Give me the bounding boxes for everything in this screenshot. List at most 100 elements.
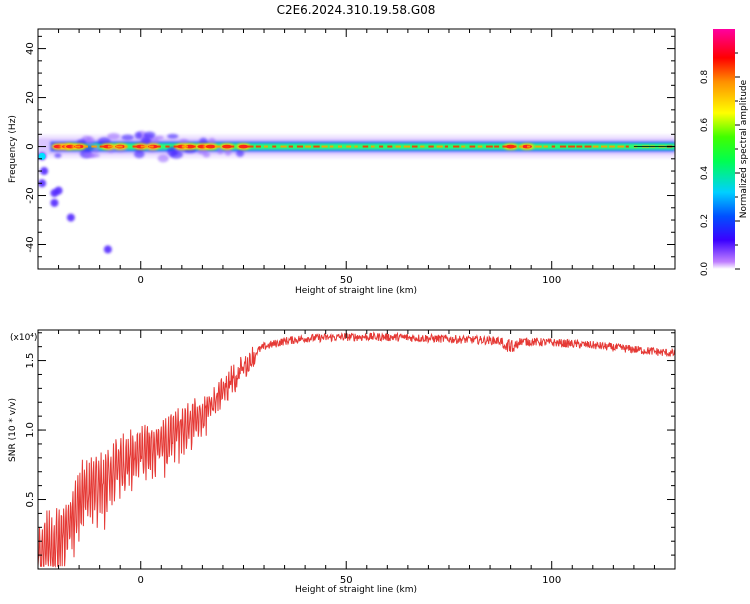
ridge-core: [272, 145, 277, 148]
ridge-core: [190, 145, 196, 148]
y-tick-label: -40: [25, 236, 36, 252]
ridge-fringe: [143, 131, 156, 139]
ridge-core: [436, 145, 443, 148]
x-tick-label: 50: [340, 275, 353, 286]
ridge-core: [354, 145, 358, 148]
snr-frame: [37, 329, 676, 570]
x-tick-label: 100: [542, 575, 561, 586]
spectrogram-x-axis-label: Height of straight line (km): [295, 286, 417, 296]
ridge-core: [107, 145, 114, 148]
ridge-core: [387, 145, 393, 148]
cluster-blob: [50, 198, 59, 207]
x-tick-label: 100: [542, 275, 561, 286]
colorbar-tick-label: 0.6: [700, 118, 710, 133]
ridge-core: [592, 145, 599, 148]
ridge-core: [543, 145, 548, 148]
ridge-core: [428, 145, 434, 148]
ridge-core: [601, 145, 608, 148]
ridge-core: [420, 145, 425, 148]
ridge-core: [584, 145, 592, 148]
ridge-fringe: [134, 131, 143, 139]
colorbar-label: Normalized spectral amplitude: [739, 79, 749, 218]
ridge-core: [379, 145, 384, 148]
ridge-core: [148, 145, 154, 148]
ridge-core: [494, 145, 500, 148]
ridge-core: [362, 145, 369, 148]
spectrogram-content: [38, 130, 681, 254]
colorbar-tick-label: 0.0: [700, 262, 710, 277]
ridge-fringe: [155, 135, 164, 140]
ridge-core: [255, 145, 261, 148]
ridge-core: [116, 145, 123, 148]
ridge-core: [617, 145, 625, 148]
ridge-fringe: [85, 136, 95, 146]
x-tick-label: 0: [138, 275, 144, 286]
spectrogram-y-axis-label: Frequency (Hz): [8, 115, 18, 183]
cluster-cyan-dot: [38, 152, 46, 160]
y-tick-label: 40: [25, 42, 36, 55]
colorbar-tick-label: 0.2: [700, 214, 710, 228]
cluster-blob: [66, 213, 75, 222]
ridge-core: [206, 145, 212, 148]
x-tick-label: 0: [138, 575, 144, 586]
ridge-core: [568, 145, 576, 148]
snr-series-line: [38, 331, 675, 568]
ridge-core: [346, 145, 352, 148]
ridge-core: [181, 145, 188, 148]
colorbar: 0.0 0.2 0.4 0.6 0.8 Normalized spectral ampl…: [700, 29, 749, 276]
ridge-core: [675, 146, 681, 148]
ridge-core: [502, 145, 508, 148]
ridge-core: [157, 145, 161, 148]
ridge-fringe: [169, 150, 183, 159]
ridge-core: [535, 145, 542, 148]
ridge-core: [140, 145, 148, 148]
chart-title: C2E6.2024.310.19.58.G08: [277, 3, 436, 17]
ridge-core: [444, 145, 449, 148]
ridge-core: [132, 145, 138, 148]
colorbar-tick-label: 0.8: [700, 70, 710, 85]
ridge-core: [313, 145, 320, 148]
ridge-core: [477, 145, 483, 148]
ridge-core: [609, 145, 615, 148]
ridge-fringe: [179, 138, 189, 145]
ridge-fringe: [54, 153, 62, 158]
ridge-core: [264, 145, 268, 148]
ridge-core: [403, 145, 410, 148]
ridge-core: [74, 145, 81, 148]
y-tick-label: 1.0: [25, 422, 36, 438]
ridge-core: [165, 145, 170, 148]
ridge-core: [510, 145, 517, 148]
ridge-core: [198, 145, 203, 148]
snr-x-axis-label: Height of straight line (km): [295, 585, 417, 595]
snr-y-axis-label: SNR (10 * v/v): [8, 398, 18, 462]
ridge-core: [321, 145, 328, 148]
ridge-core: [222, 145, 230, 148]
y-tick-label: 20: [25, 91, 36, 104]
ridge-green-band: [79, 144, 675, 149]
colorbar-gradient: [713, 29, 735, 269]
ridge-core: [485, 145, 493, 148]
snr-ticks: 0 50 100 0.5 1.0 1.5: [25, 330, 676, 586]
ridge-fringe: [133, 150, 145, 159]
cluster-blob: [103, 245, 112, 254]
ridge-core: [288, 145, 293, 148]
ridge-core: [91, 145, 97, 148]
ridge-core: [124, 145, 128, 148]
ridge-core: [280, 145, 287, 148]
ridge-core: [173, 145, 180, 148]
ridge-core: [99, 145, 107, 148]
ridge-fringe: [87, 153, 100, 158]
ridge-core: [576, 145, 583, 148]
ridge-core: [461, 145, 466, 148]
ridge-core: [296, 145, 304, 148]
ridge-fringe: [157, 154, 169, 163]
ridge-core: [83, 145, 88, 148]
ridge-core: [469, 145, 476, 148]
cluster-blob: [40, 167, 49, 176]
snr-y-multiplier: (x10⁴): [10, 333, 37, 343]
x-tick-label: 50: [340, 575, 353, 586]
ridge-fringe: [140, 136, 151, 146]
colorbar-tick-label: 0.4: [700, 166, 710, 181]
cluster-blob: [54, 186, 63, 195]
